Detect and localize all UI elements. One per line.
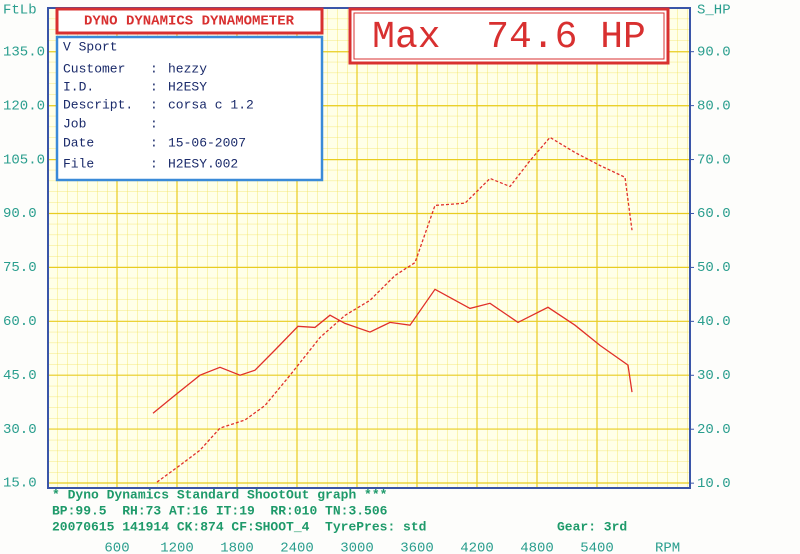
info-value: hezzy [168, 61, 207, 76]
y2-axis-title: S_HP [697, 3, 731, 19]
info-label: Date [63, 135, 94, 150]
x-tick-label: 1800 [220, 541, 254, 554]
info-label: Customer [63, 61, 125, 76]
y2-tick-label: 10.0 [697, 476, 731, 492]
info-value: H2ESY [168, 79, 207, 94]
y-tick-label: 30.0 [3, 422, 37, 438]
y-tick-label: 105.0 [3, 152, 45, 168]
y2-tick-label: 50.0 [697, 260, 731, 276]
x-tick-label: 2400 [280, 541, 314, 554]
info-box [55, 35, 324, 182]
y-tick-label: 90.0 [3, 206, 37, 222]
info-label: Descript. [63, 97, 133, 112]
footer-line: 20070615 141914 CK:874 CF:SHOOT_4 TyrePr… [52, 519, 426, 534]
info-separator: : [150, 135, 158, 150]
curves [152, 136, 633, 483]
y2-tick-label: 70.0 [697, 152, 731, 168]
x-tick-label: 3600 [400, 541, 434, 554]
footer-line: * Dyno Dynamics Standard ShootOut graph … [52, 487, 387, 502]
footer-line: BP:99.5 RH:73 AT:16 IT:19 RR:010 TN:3.50… [52, 503, 388, 518]
y-tick-label: 15.0 [3, 476, 37, 492]
max-power: Max 74.6 HP [372, 16, 646, 59]
y2-tick-label: 60.0 [697, 206, 731, 222]
file-value: H2ESY.002 [168, 156, 238, 171]
y-tick-label: 45.0 [3, 368, 37, 384]
x-tick-label: 3000 [340, 541, 374, 554]
info-label: Job [63, 116, 86, 131]
y2-tick-label: 90.0 [697, 44, 731, 60]
file-separator: : [150, 156, 158, 171]
info-separator: : [150, 116, 158, 131]
grid [48, 8, 690, 488]
info-value: corsa c 1.2 [168, 97, 254, 112]
gear: Gear: 3rd [557, 519, 627, 534]
max-box [348, 7, 670, 65]
y2-tick-label: 40.0 [697, 314, 731, 330]
x-tick-label: 5400 [580, 541, 614, 554]
x-tick-label: 4200 [460, 541, 494, 554]
y-axis-title: FtLb [3, 3, 37, 19]
y-tick-label: 135.0 [3, 45, 45, 61]
info-label: I.D. [63, 79, 94, 94]
x-axis-title: RPM [655, 541, 680, 554]
x-tick-label: 1200 [160, 541, 194, 554]
info-value: 15-06-2007 [168, 135, 246, 150]
title: DYNO DYNAMICS DYNAMOMETER [84, 14, 295, 30]
info-separator: : [150, 61, 158, 76]
info-separator: : [150, 79, 158, 94]
file-label: File [63, 156, 94, 171]
title-box [55, 7, 324, 35]
y2-tick-label: 80.0 [697, 98, 731, 114]
power-curve [156, 136, 633, 483]
x-tick-label: 600 [104, 541, 129, 554]
x-tick-label: 4800 [520, 541, 554, 554]
info-name: V Sport [63, 39, 118, 54]
torque-curve [152, 288, 633, 414]
y2-tick-label: 30.0 [697, 368, 731, 384]
info-separator: : [150, 97, 158, 112]
max-box-inner [353, 12, 665, 60]
y-tick-label: 60.0 [3, 314, 37, 330]
y-tick-label: 120.0 [3, 98, 45, 114]
info-text: V Sport Customer: hezzy I.D.: H2ESY Descript.… [63, 39, 254, 171]
y2-tick-label: 20.0 [697, 422, 731, 438]
footer: * Dyno Dynamics Standard ShootOut graph … [52, 487, 426, 534]
y-tick-label: 75.0 [3, 260, 37, 276]
